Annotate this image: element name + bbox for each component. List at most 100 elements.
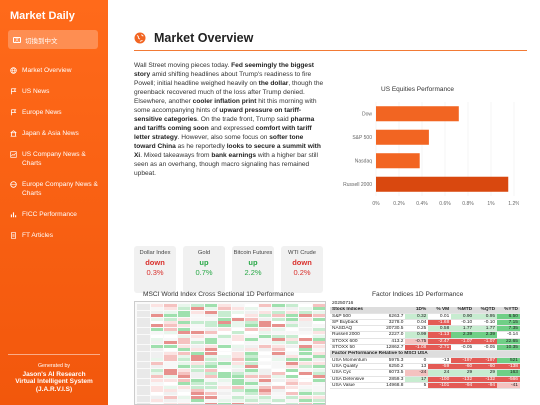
table-cell: SP Buyback [332, 319, 359, 325]
heatmap-cell [191, 334, 204, 338]
heatmap-cell [177, 402, 190, 404]
heatmap-cell [137, 355, 150, 358]
table-cell: USA Defensive [332, 376, 365, 382]
heatmap-cell [218, 385, 231, 389]
sidebar-item-europe-company-news[interactable]: Europe Company News & Charts [10, 180, 104, 198]
heatmap-cell [245, 341, 258, 345]
heatmap-cell [218, 361, 231, 365]
heatmap-cell [150, 317, 163, 321]
heatmap-cell [191, 402, 204, 404]
heatmap-cell [245, 358, 258, 362]
heatmap-cell [164, 341, 177, 345]
heatmap-cell [272, 334, 285, 338]
heatmap-cell [218, 399, 231, 403]
heatmap-cell [312, 395, 325, 399]
flag-icon [11, 109, 17, 116]
sidebar-item-us-news[interactable]: US News [10, 87, 104, 96]
table-cell: -100 [428, 376, 452, 382]
heatmap-cell [231, 344, 244, 348]
heatmap-cell [312, 327, 325, 331]
heatmap-cell [218, 392, 231, 396]
heatmap-cell [285, 355, 298, 358]
sidebar-item-europe-news[interactable]: Europe News [10, 108, 104, 117]
heatmap-cell [285, 389, 298, 392]
table-cell: 6250.2 [388, 363, 404, 369]
heatmap-cell [137, 338, 150, 341]
heatmap-cell [231, 341, 244, 345]
heatmap-cell [177, 389, 190, 392]
heatmap-cell [177, 351, 190, 355]
heatmap-cell [312, 334, 325, 338]
heatmap-cell [137, 358, 150, 362]
heatmap-cell [245, 334, 258, 338]
header-cell: % VM [436, 307, 450, 313]
heatmap-cell [272, 399, 285, 403]
page-header: Market Overview [134, 31, 253, 45]
table-cell: 0.58 [428, 326, 452, 332]
heatmap-cell [150, 338, 163, 341]
heatmap-cell [191, 331, 204, 335]
table-cell: 0.01 [439, 313, 450, 319]
sidebar-item-ficc-performance[interactable]: FICC Performance [10, 210, 104, 219]
sidebar: Market Daily 文 切換到中文 Market Overview US … [0, 0, 108, 405]
heatmap-cell [299, 314, 312, 318]
language-toggle-button[interactable]: 文 切換到中文 [8, 30, 98, 49]
heatmap-cell [285, 324, 298, 328]
heatmap-cell [150, 372, 163, 375]
heatmap-cell [218, 402, 231, 404]
heatmap-cell [299, 344, 312, 348]
heatmap-cell [218, 341, 231, 345]
heatmap-cell [150, 307, 163, 311]
heatmap-cell [245, 331, 258, 335]
heatmap-cell [218, 338, 231, 341]
heatmap-cell [204, 392, 217, 396]
heatmap-cell [177, 334, 190, 338]
heatmap-cell [191, 382, 204, 386]
heatmap-cell [285, 375, 298, 379]
heatmap-cell [258, 341, 271, 345]
heatmap-cell [299, 331, 312, 335]
x-tick-label: 0.8% [462, 201, 474, 207]
sidebar-item-ft-articles[interactable]: FT Articles [10, 231, 104, 240]
heatmap-cell [285, 310, 298, 314]
heatmap-cell [191, 358, 204, 362]
heatmap-cell [164, 385, 177, 389]
sidebar-item-us-company-news[interactable]: US Company News & Charts [10, 150, 104, 168]
heatmap-cell [191, 344, 204, 348]
heatmap-cell [191, 361, 204, 365]
heatmap-cell [258, 382, 271, 386]
heatmap-cell [177, 327, 190, 331]
table-cell: 163 [497, 370, 520, 376]
heatmap-cell [191, 324, 204, 328]
heatmap-cell [164, 321, 177, 324]
heatmap-cell [258, 392, 271, 396]
subheader-cell: Factor Performance Relative to MSCI USA [332, 351, 428, 357]
heatmap-cell [137, 348, 150, 352]
heatmap-cell [258, 365, 271, 369]
heatmap-cell [164, 399, 177, 403]
msci-heatmap-image [134, 301, 326, 405]
heatmap-cell [258, 331, 271, 335]
document-icon [11, 232, 16, 239]
heatmap-cell [299, 304, 312, 307]
heatmap-cell [272, 314, 285, 318]
heatmap-cell [218, 314, 231, 318]
x-tick-label: 0.6% [439, 201, 451, 207]
heatmap-cell [218, 365, 231, 369]
heatmap-cell [245, 375, 258, 379]
bar [376, 153, 420, 169]
sidebar-item-market-overview[interactable]: Market Overview [10, 66, 104, 75]
heatmap-cell [285, 368, 298, 372]
asset-card-bitcoin: Bitcoin Futures up 2.2% [232, 246, 274, 293]
heatmap-cell [150, 365, 163, 369]
heatmap-cell [150, 310, 163, 314]
sidebar-item-japan-asia-news[interactable]: Japan & Asia News [10, 129, 104, 138]
heatmap-cell [164, 317, 177, 321]
heatmap-cell [191, 351, 204, 355]
heatmap-cell [285, 304, 298, 307]
heatmap-cell [258, 355, 271, 358]
heatmap-cell [272, 351, 285, 355]
heatmap-cell [231, 378, 244, 382]
heatmap-cell [191, 307, 204, 311]
heatmap-cell [272, 355, 285, 358]
